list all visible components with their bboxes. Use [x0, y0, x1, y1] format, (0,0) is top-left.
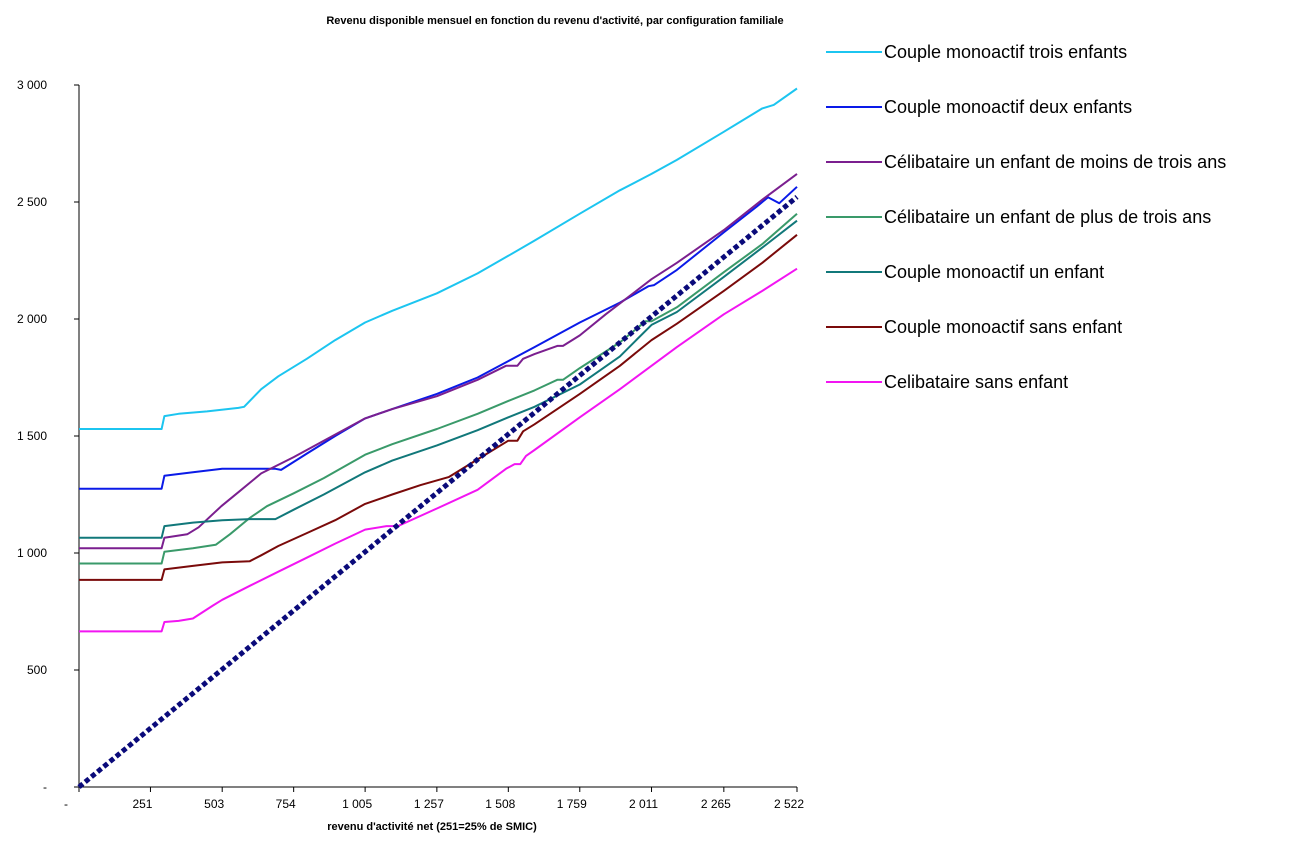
- series-line-2: [79, 186, 798, 490]
- y-tick-label: 2 000: [17, 312, 47, 326]
- legend-label: Couple monoactif un enfant: [884, 262, 1104, 282]
- legend-item: Célibataire un enfant de moins de trois …: [826, 152, 1226, 172]
- legend-label: Couple monoactif deux enfants: [884, 97, 1132, 117]
- x-tick-label: 754: [276, 797, 296, 811]
- x-ticks: - 251 503 754 1 005 1 257 1 508 1 759 2 011 2 265…: [64, 787, 804, 811]
- y-tick-label: 3 000: [17, 78, 47, 92]
- x-tick-label: 2 522: [774, 797, 804, 811]
- x-tick-label: 251: [132, 797, 152, 811]
- x-axis-title: revenu d'activité net (251=25% de SMIC): [327, 821, 537, 833]
- series-lines: [77, 87, 799, 789]
- x-tick-label: 1 759: [557, 797, 587, 811]
- legend-item: Couple monoactif un enfant: [826, 262, 1104, 282]
- legend-item: Couple monoactif trois enfants: [826, 42, 1127, 62]
- reference-line: [77, 194, 799, 789]
- legend-label: Célibataire un enfant de moins de trois …: [884, 152, 1226, 172]
- series-line-4: [79, 212, 798, 565]
- series-line-7: [79, 267, 798, 633]
- y-tick-label: 1 500: [17, 429, 47, 443]
- legend-label: Couple monoactif sans enfant: [884, 317, 1122, 337]
- y-tick-label: -: [43, 780, 47, 794]
- x-tick-label: 1 257: [414, 797, 444, 811]
- legend-item: Célibataire un enfant de plus de trois a…: [826, 207, 1211, 227]
- legend-item: Celibataire sans enfant: [826, 372, 1068, 392]
- legend-item: Couple monoactif sans enfant: [826, 317, 1122, 337]
- y-tick-label: 1 000: [17, 546, 47, 560]
- legend-label: Couple monoactif trois enfants: [884, 42, 1127, 62]
- x-tick-label: 2 011: [629, 797, 658, 811]
- x-tick-label: 2 265: [701, 797, 731, 811]
- x-tick-label: 1 005: [342, 797, 372, 811]
- series-line-6: [79, 234, 798, 581]
- legend-label: Célibataire un enfant de plus de trois a…: [884, 207, 1211, 227]
- x-tick-label: 1 508: [485, 797, 515, 811]
- legend: Couple monoactif trois enfants Couple mon…: [826, 42, 1226, 392]
- y-tick-label: 2 500: [17, 195, 47, 209]
- plot-area: - 500 1 000 1 500 2 000 2 500 3 000 - 251 503 754…: [17, 78, 804, 811]
- x-tick-label: 503: [204, 797, 224, 811]
- series-line-1: [79, 87, 798, 430]
- legend-label: Celibataire sans enfant: [884, 372, 1068, 392]
- y-tick-label: 500: [27, 663, 47, 677]
- y-ticks: - 500 1 000 1 500 2 000 2 500 3 000: [17, 78, 79, 794]
- legend-item: Couple monoactif deux enfants: [826, 97, 1132, 117]
- chart-title: Revenu disponible mensuel en fonction du…: [326, 15, 783, 27]
- series-line-5: [79, 219, 798, 539]
- series-line-3: [79, 173, 798, 550]
- x-tick-label: -: [64, 797, 68, 811]
